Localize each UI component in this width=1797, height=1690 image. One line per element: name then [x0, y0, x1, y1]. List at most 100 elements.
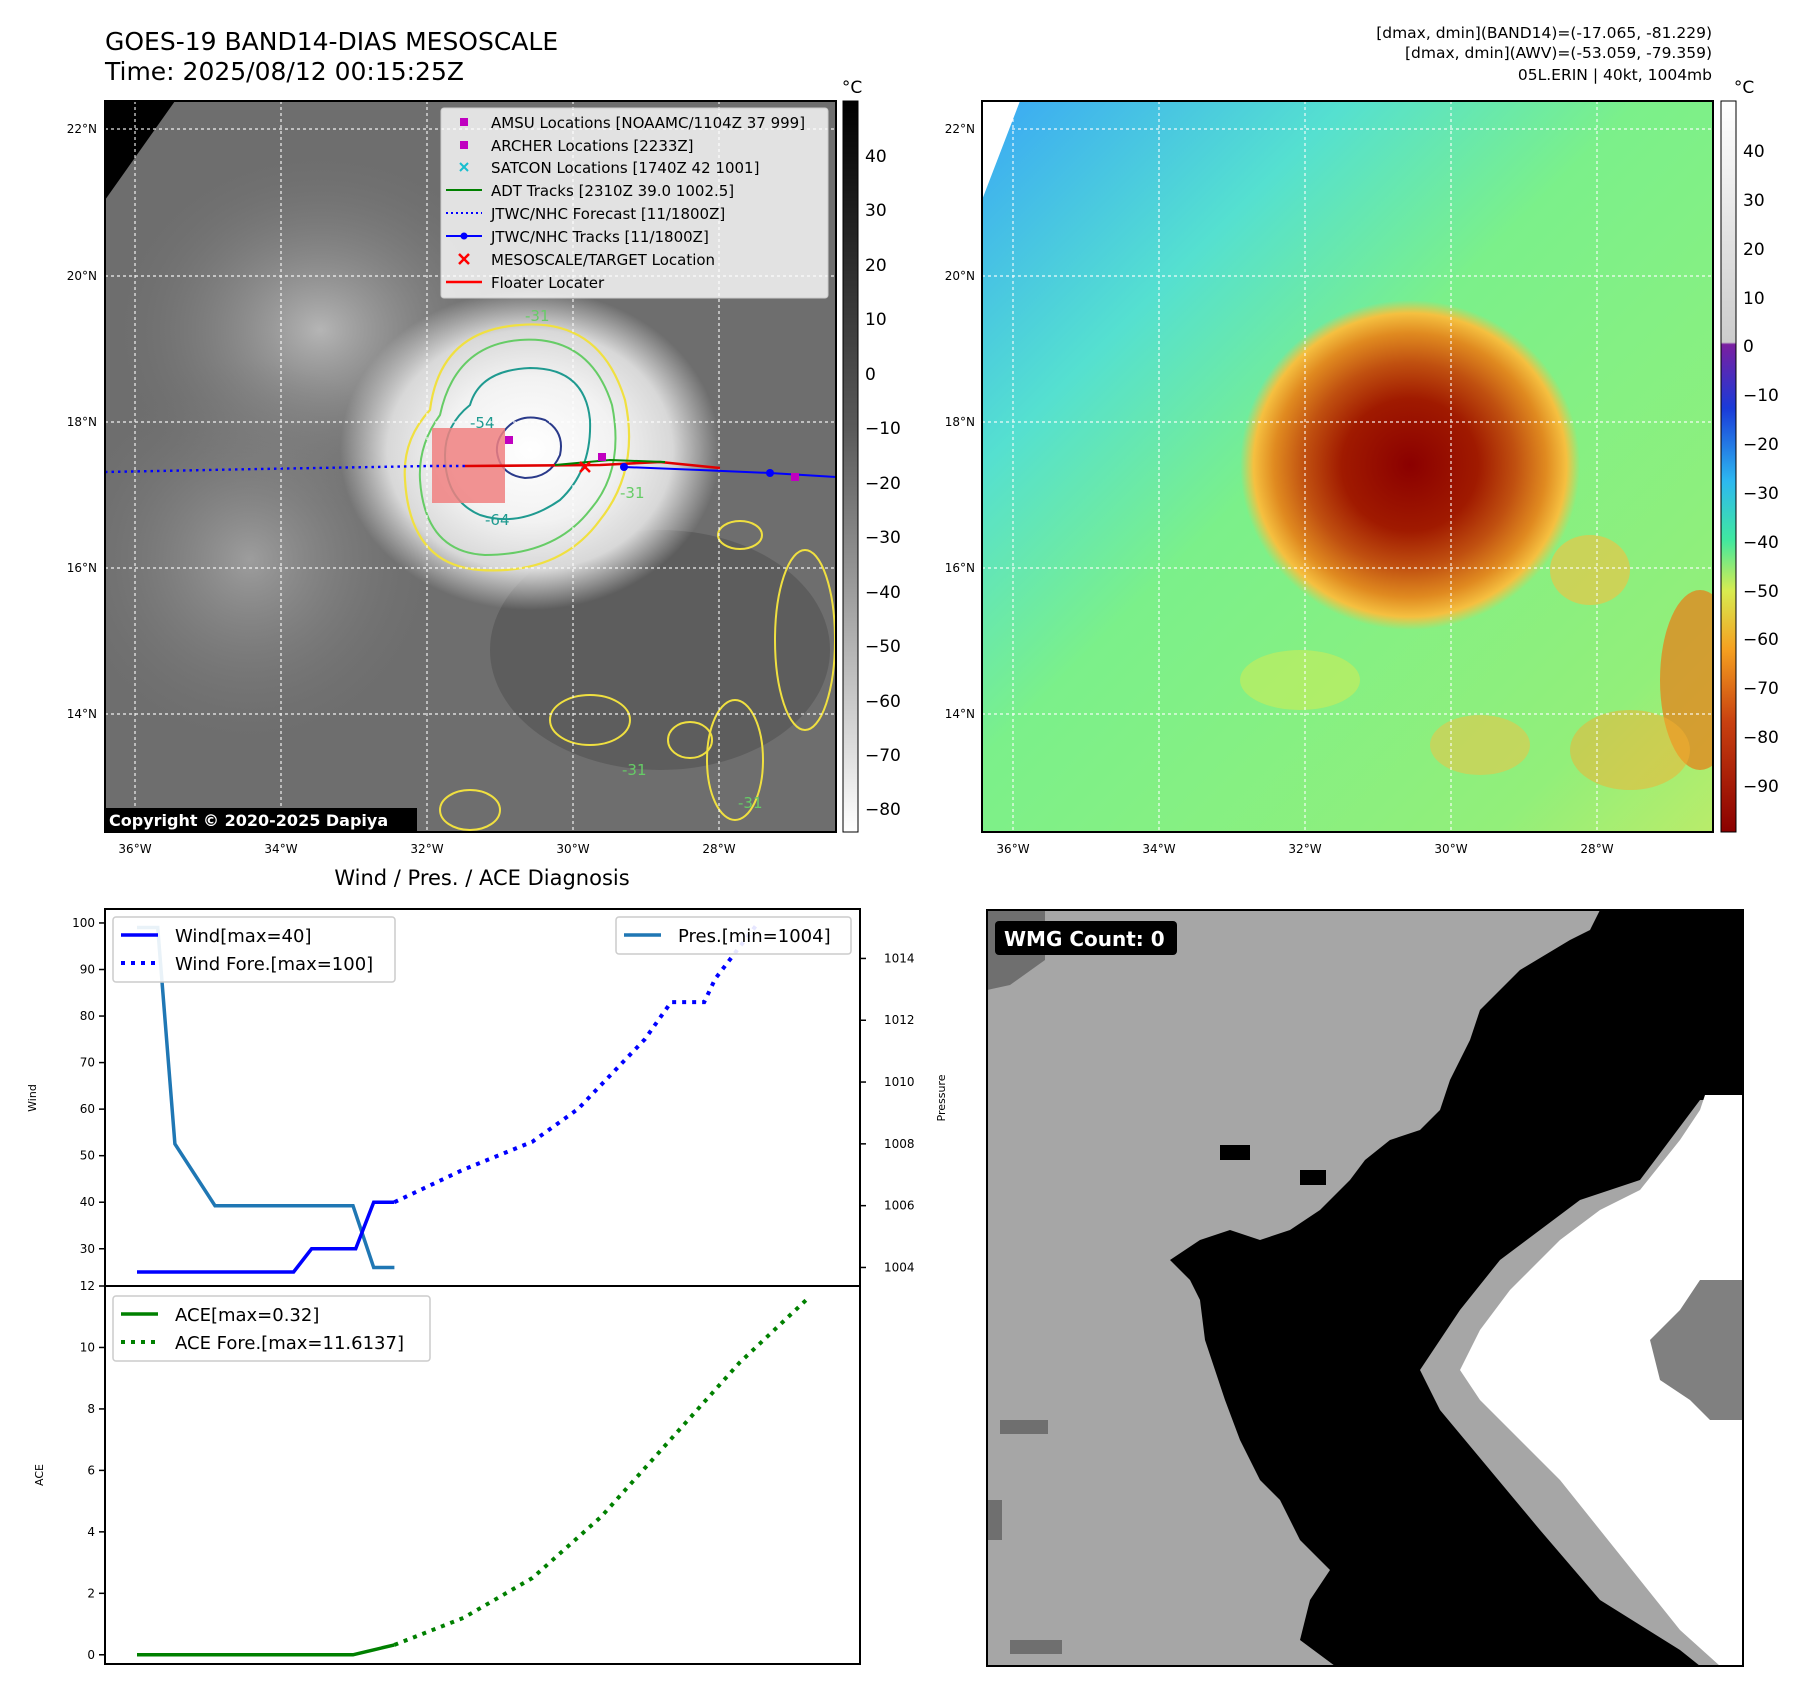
- y-tick-label: 60: [80, 1102, 95, 1116]
- awv-lon-ticks: 36°W 34°W 32°W 30°W 28°W: [996, 842, 1613, 856]
- wind-forecast-line: [393, 921, 760, 1205]
- ir-cbar-tick: −10: [865, 419, 901, 439]
- wind-y-ticks: 30 40 50 60 70 80 90 100: [72, 916, 105, 1256]
- contour-blob: [717, 520, 763, 550]
- ace-marks: [137, 1296, 810, 1657]
- y-tick-label: 0: [87, 1648, 95, 1662]
- awv-cbar-tick: −40: [1743, 533, 1779, 553]
- ir-lon-ticks: 36°W 34°W 32°W 30°W 28°W: [118, 842, 735, 856]
- ir-lon-tick: 32°W: [410, 842, 443, 856]
- awv-lon-tick: 36°W: [996, 842, 1029, 856]
- ir-lat-tick: 14°N: [67, 707, 97, 721]
- awv-cloud-patch: [1240, 650, 1360, 710]
- legend-archer-icon: [460, 141, 468, 149]
- y-tick-label: 1008: [884, 1137, 915, 1151]
- ir-cbar-tick: −50: [865, 637, 901, 657]
- copyright-badge: [105, 808, 417, 832]
- awv-cbar-tick: −10: [1743, 386, 1779, 406]
- legend-amsu-label: AMSU Locations [NOAAMC/1104Z 37 999]: [491, 114, 805, 132]
- awv-cbar-tick: −70: [1743, 679, 1779, 699]
- wmg-count-label: WMG Count: 0: [1004, 927, 1165, 951]
- wmg-black-patch: [1300, 1170, 1326, 1185]
- ace-line: [137, 1643, 395, 1657]
- awv-map-panel: 36°W 34°W 32°W 30°W 28°W 22°N 20°N 18°N …: [945, 78, 1779, 856]
- copyright-text: Copyright © 2020-2025 Dapiya: [109, 811, 388, 830]
- awv-lat-tick: 18°N: [945, 415, 975, 429]
- diagnosis-panel: Wind / Pres. / ACE Diagnosis 30405060708…: [26, 866, 948, 1665]
- y-tick-label: 40: [80, 1195, 95, 1209]
- legend-wind-fore-label: Wind Fore.[max=100]: [175, 954, 373, 975]
- awv-lat-tick: 20°N: [945, 269, 975, 283]
- awv-lat-tick: 14°N: [945, 707, 975, 721]
- y-tick-label: 70: [80, 1056, 95, 1070]
- awv-cbar-tick: −90: [1743, 777, 1779, 797]
- info-band14-range: [dmax, dmin](BAND14)=(-17.065, -81.229): [1376, 24, 1712, 42]
- jtwc-track-point: [620, 463, 628, 471]
- y-tick-label: 1010: [884, 1075, 915, 1089]
- awv-lat-ticks: 22°N 20°N 18°N 16°N 14°N: [945, 122, 975, 721]
- wmg-black-region: [1170, 910, 1743, 1666]
- contour-blob: [667, 721, 713, 759]
- contour-label: -64: [485, 511, 510, 529]
- y-tick-label: 100: [72, 916, 95, 930]
- wmg-white-region: [1460, 1095, 1743, 1666]
- contour-blob: [549, 694, 631, 746]
- wmg-grey-patch: [1650, 1280, 1743, 1420]
- ace-forecast-line: [393, 1296, 810, 1647]
- awv-cbar-tick: −60: [1743, 630, 1779, 650]
- awv-lon-tick: 30°W: [1434, 842, 1467, 856]
- contour-label: -31: [620, 484, 645, 502]
- pres-y-ticks: 1004 1006 1008 1010 1012 1014: [860, 951, 915, 1274]
- ir-nodata-corner: [105, 101, 175, 200]
- y-tick-label: 2: [87, 1586, 95, 1600]
- figure-time: Time: 2025/08/12 00:15:25Z: [104, 57, 464, 86]
- awv-cloud-patch: [1570, 710, 1690, 790]
- amsu-marker: [791, 473, 799, 481]
- ir-cbar-tick: 40: [865, 147, 887, 167]
- wmg-count-badge: [995, 921, 1177, 955]
- ir-colorbar: [842, 100, 859, 833]
- contour-label: -54: [470, 414, 495, 432]
- wmg-frame: [986, 909, 1744, 1667]
- ace-legend-box: [112, 1295, 431, 1362]
- legend-adt-label: ADT Tracks [2310Z 39.0 1002.5]: [491, 182, 734, 200]
- legend-satcon-icon: [459, 162, 469, 172]
- ir-cbar-tick: −60: [865, 692, 901, 712]
- wind-ylabel: Wind: [26, 1084, 39, 1112]
- wind-legend-box: [112, 916, 396, 983]
- contour-green: [418, 338, 617, 557]
- y-tick-label: 80: [80, 1009, 95, 1023]
- awv-lat-tick: 16°N: [945, 561, 975, 575]
- floater-locator-line: [464, 460, 721, 470]
- legend-satcon-label: SATCON Locations [1740Z 42 1001]: [491, 159, 759, 177]
- legend-wind-label: Wind[max=40]: [175, 926, 312, 947]
- contour-label: -31: [738, 794, 763, 812]
- ir-cbar-tick: −30: [865, 528, 901, 548]
- wmg-black-patch: [1220, 1145, 1250, 1160]
- ace-ylabel: ACE: [33, 1464, 46, 1486]
- awv-cbar-tick: 10: [1743, 289, 1765, 309]
- y-tick-label: 1012: [884, 1013, 915, 1027]
- legend-ace-fore-label: ACE Fore.[max=11.6137]: [175, 1333, 404, 1354]
- y-tick-label: 8: [87, 1402, 95, 1416]
- ir-lat-tick: 16°N: [67, 561, 97, 575]
- y-tick-label: 90: [80, 963, 95, 977]
- awv-cbar-tick: −20: [1743, 435, 1779, 455]
- awv-colorbar-unit: °C: [1734, 78, 1754, 98]
- ir-lon-tick: 28°W: [702, 842, 735, 856]
- y-tick-label: 12: [80, 1279, 95, 1293]
- ir-colorbar-unit: °C: [842, 78, 862, 98]
- ace-y-ticks: 0 2 4 6 8 10 12: [80, 1279, 105, 1662]
- diagnosis-title: Wind / Pres. / ACE Diagnosis: [334, 866, 629, 890]
- contour-blob: [439, 789, 501, 831]
- awv-lon-tick: 28°W: [1580, 842, 1613, 856]
- y-tick-label: 1006: [884, 1199, 915, 1213]
- awv-cbar-tick: −80: [1743, 728, 1779, 748]
- ir-cbar-tick: 10: [865, 310, 887, 330]
- ir-cbar-tick: −40: [865, 583, 901, 603]
- ir-colorbar-ticks: 40 30 20 10 0 −10 −20 −30 −40 −50 −60 −7…: [865, 147, 901, 820]
- awv-colorbar: [1720, 100, 1737, 833]
- wind-line: [137, 1200, 395, 1274]
- legend-mesoscale-icon: [458, 253, 470, 265]
- awv-storm-core: [1240, 300, 1580, 630]
